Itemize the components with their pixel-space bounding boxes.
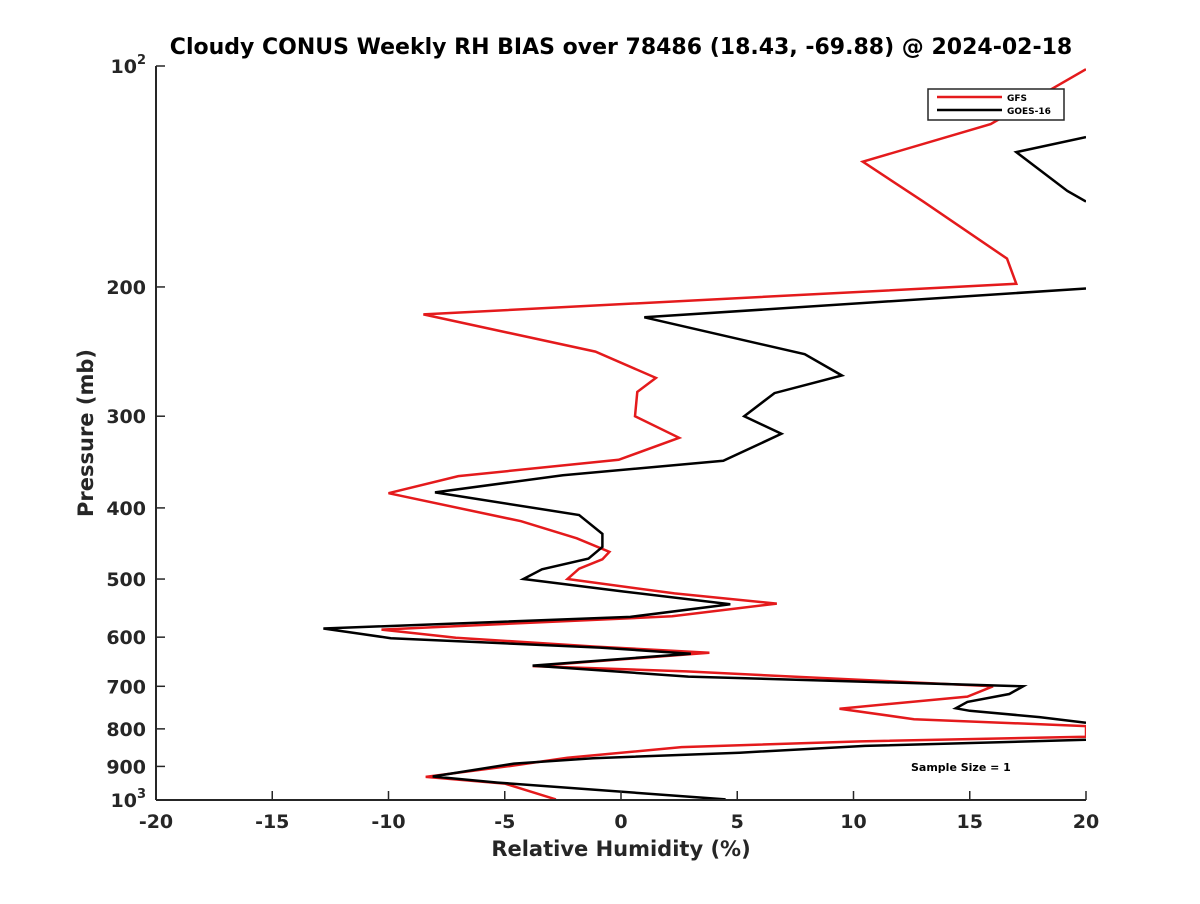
x-tick-label: -15 — [255, 811, 289, 833]
chart-title: Cloudy CONUS Weekly RH BIAS over 78486 (… — [170, 35, 1072, 60]
y-tick-label: 200 — [106, 277, 146, 299]
legend: GFS GOES-16 — [927, 88, 1065, 121]
y-ticks: 102 200 300 400 500 600 700 800 900 103 — [106, 53, 165, 812]
y-tick-label: 102 — [111, 53, 147, 78]
y-tick-label: 800 — [106, 719, 146, 741]
x-tick-label: -10 — [371, 811, 405, 833]
axes — [155, 66, 1086, 801]
y-axis-label: Pressure (mb) — [74, 349, 98, 517]
x-tick-label: 0 — [614, 811, 627, 833]
legend-label-gfs: GFS — [1007, 94, 1027, 104]
series-layer — [323, 68, 1086, 800]
x-tick-label: -20 — [139, 811, 173, 833]
sample-size-annotation: Sample Size = 1 — [911, 761, 1011, 774]
y-tick-label: 600 — [106, 627, 146, 649]
x-tick-label: 20 — [1073, 811, 1099, 833]
series-line-gfs — [381, 68, 1086, 800]
y-tick-label: 700 — [106, 676, 146, 698]
legend-box — [927, 88, 1065, 121]
y-tick-label: 103 — [111, 787, 147, 812]
y-tick-label: 900 — [106, 756, 146, 778]
x-tick-label: 15 — [957, 811, 983, 833]
x-tick-label: 10 — [840, 811, 866, 833]
y-tick-label: 300 — [106, 406, 146, 428]
x-ticks: -20 -15 -10 -5 0 5 10 15 20 — [139, 791, 1099, 833]
y-tick-label: 500 — [106, 569, 146, 591]
x-axis-label: Relative Humidity (%) — [491, 837, 750, 861]
legend-label-goes16: GOES-16 — [1007, 107, 1051, 117]
series-line-goes16 — [323, 135, 1086, 800]
y-tick-label: 400 — [106, 498, 146, 520]
x-tick-label: 5 — [731, 811, 744, 833]
x-tick-label: -5 — [494, 811, 515, 833]
